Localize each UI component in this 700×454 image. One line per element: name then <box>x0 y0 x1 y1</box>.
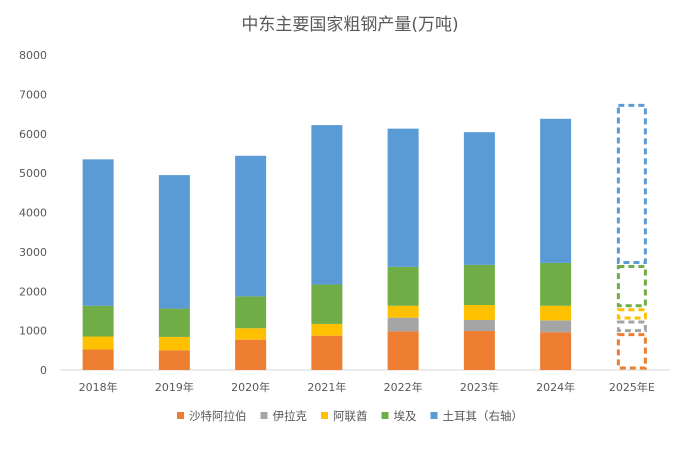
x-tick-label: 2024年 <box>536 380 575 394</box>
legend-swatch <box>430 412 438 419</box>
bar-segment-estimated <box>616 333 647 370</box>
bar-segment <box>540 262 572 306</box>
bar-segment <box>158 175 190 309</box>
y-tick-label: 5000 <box>19 167 47 180</box>
legend-label: 沙特阿拉伯 <box>189 409 247 423</box>
bar-segment <box>82 159 114 306</box>
bar-segment <box>82 349 114 370</box>
bar-segment <box>463 319 495 332</box>
x-tick-label: 2019年 <box>155 380 194 394</box>
y-tick-label: 0 <box>40 364 47 377</box>
bar-segment <box>311 125 343 285</box>
bar-segment <box>235 296 267 329</box>
bar-segment <box>463 331 495 370</box>
bar-segment <box>235 339 267 370</box>
legend: 沙特阿拉伯 伊拉克 阿联酋 埃及 土耳其（右轴） <box>177 409 523 423</box>
legend-label: 伊拉克 <box>273 409 308 423</box>
bar-segment <box>387 266 419 306</box>
x-axis-labels: 2018年 2019年 2020年 2021年 2022年 2023年 2024年 2025年… <box>79 380 655 394</box>
y-axis-labels: 0 1000 2000 3000 4000 5000 6000 7000 8000 <box>19 49 47 377</box>
bar-segment <box>387 331 419 370</box>
x-tick-label: 2020年 <box>231 380 270 394</box>
y-tick-label: 4000 <box>19 207 47 220</box>
y-tick-label: 3000 <box>19 246 47 259</box>
bar-segment <box>540 118 572 263</box>
y-tick-label: 1000 <box>19 325 47 338</box>
y-tick-label: 2000 <box>19 285 47 298</box>
x-tick-label: 2018年 <box>79 380 118 394</box>
bar-segment <box>463 132 495 265</box>
bar-segment <box>463 264 495 306</box>
y-tick-label: 8000 <box>19 49 47 62</box>
bar-segment-estimated <box>616 264 647 308</box>
bar-segment-estimated <box>616 308 647 320</box>
x-tick-label: 2025年E <box>609 380 655 394</box>
bar-segment <box>158 336 190 351</box>
bar-segment <box>387 128 419 267</box>
x-tick-label: 2023年 <box>460 380 499 394</box>
bar-segment <box>387 317 419 332</box>
legend-swatch <box>381 412 389 419</box>
bar-segment <box>158 308 190 337</box>
y-tick-label: 7000 <box>19 88 47 101</box>
legend-swatch <box>177 412 184 419</box>
legend-label: 土耳其（右轴） <box>443 409 524 423</box>
bar-segment <box>311 323 343 336</box>
bar-segment <box>540 305 572 321</box>
bar-segment <box>311 335 343 370</box>
legend-swatch <box>260 412 268 419</box>
bar-segment <box>387 305 419 318</box>
bar-segment <box>158 350 190 370</box>
chart-title: 中东主要国家粗钢产量(万吨) <box>241 15 458 35</box>
bar-segment <box>235 328 267 340</box>
bars <box>82 103 647 370</box>
bar-segment <box>540 320 572 333</box>
x-tick-label: 2021年 <box>307 380 346 394</box>
bar-segment <box>82 336 114 350</box>
bar-segment <box>82 305 114 337</box>
bar-segment <box>235 155 267 297</box>
bar-segment <box>311 284 343 324</box>
bar-segment <box>540 332 572 370</box>
legend-label: 埃及 <box>394 409 417 423</box>
bar-segment-estimated <box>616 320 647 333</box>
legend-swatch <box>321 412 328 419</box>
bar-segment-estimated <box>616 103 647 264</box>
legend-label: 阿联酋 <box>333 409 368 423</box>
bar-segment <box>463 305 495 320</box>
x-tick-label: 2022年 <box>384 380 423 394</box>
y-tick-label: 6000 <box>19 128 47 141</box>
